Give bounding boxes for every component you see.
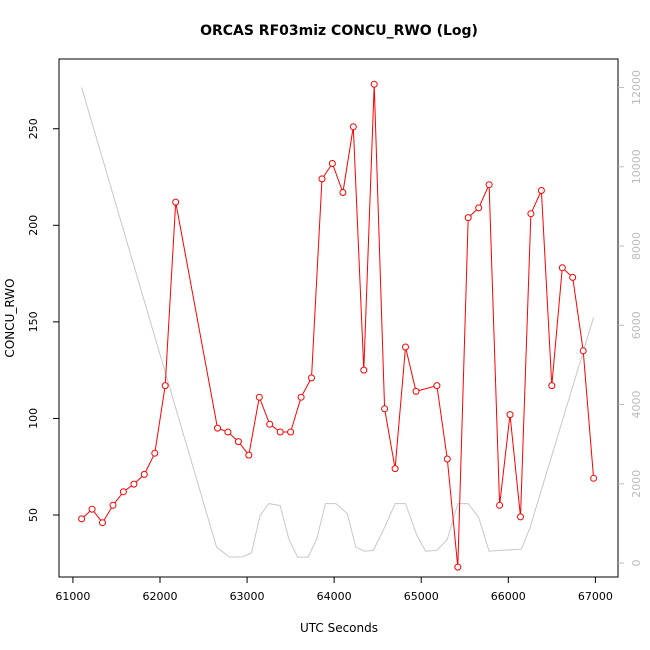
- x-tick-label: 65000: [404, 590, 439, 603]
- series-line-left: [81, 84, 595, 568]
- data-point: [370, 80, 378, 88]
- y2-tick-label: 12000: [630, 70, 643, 105]
- data-point: [391, 465, 399, 473]
- data-point: [548, 382, 556, 390]
- series-line-right: [81, 87, 595, 558]
- y-tick-label: 150: [27, 311, 40, 332]
- x-tick-label: 64000: [317, 590, 352, 603]
- data-point: [360, 366, 368, 374]
- data-point: [569, 273, 577, 281]
- data-point: [443, 455, 451, 463]
- data-point: [558, 264, 566, 272]
- data-point: [266, 420, 274, 428]
- data-point: [172, 198, 180, 206]
- data-point: [214, 424, 221, 432]
- data-point: [339, 189, 347, 196]
- data-point: [78, 515, 86, 523]
- data-point: [297, 393, 305, 401]
- data-point: [349, 123, 357, 131]
- data-point: [506, 411, 514, 419]
- x-tick-label: 63000: [230, 590, 265, 603]
- x-tick-label: 62000: [143, 590, 178, 603]
- data-point: [224, 428, 232, 436]
- x-tick-label: 61000: [55, 590, 90, 603]
- y2-tick-label: 0: [630, 560, 643, 567]
- data-point: [485, 181, 493, 189]
- y2-tick-label: 10000: [630, 149, 643, 184]
- y-tick-label: 100: [27, 408, 40, 429]
- data-point: [318, 175, 326, 183]
- data-point: [579, 347, 587, 355]
- y2-tick-label: 2000: [630, 470, 643, 498]
- x-axis-label: UTC Seconds: [300, 621, 378, 635]
- data-point: [537, 187, 545, 194]
- data-point: [433, 382, 441, 390]
- data-point: [276, 428, 284, 436]
- plot-frame: [58, 58, 619, 578]
- data-point: [161, 382, 169, 390]
- data-point: [527, 210, 535, 218]
- chart-title: ORCAS RF03miz CONCU_RWO (Log): [200, 23, 478, 39]
- y-tick-label: 250: [27, 118, 40, 139]
- data-point: [119, 488, 127, 496]
- data-point: [130, 480, 138, 488]
- y-axis-label: CONCU_RWO: [3, 278, 17, 357]
- data-point: [245, 451, 253, 459]
- y2-tick-label: 6000: [630, 311, 643, 339]
- data-point: [140, 470, 148, 478]
- x-tick-label: 67000: [578, 590, 613, 603]
- data-point: [328, 160, 336, 167]
- y2-tick-label: 8000: [630, 232, 643, 260]
- axes: 61000 62000 63000 64000 65000 66000 67000 50 100…: [27, 70, 643, 603]
- data-point: [475, 204, 483, 212]
- y-tick-label: 200: [27, 215, 40, 236]
- data-point: [590, 474, 598, 482]
- x-tick-label: 66000: [491, 590, 526, 603]
- data-point: [517, 513, 524, 521]
- data-point: [381, 405, 389, 413]
- data-point: [255, 393, 263, 401]
- data-point: [412, 387, 420, 395]
- data-point: [234, 438, 242, 446]
- data-point: [402, 343, 409, 351]
- left-axis-series: [78, 80, 598, 571]
- data-point: [496, 501, 504, 509]
- data-point: [109, 501, 117, 509]
- y2-tick-label: 4000: [630, 391, 643, 419]
- data-point: [88, 505, 96, 513]
- y-tick-label: 50: [27, 508, 40, 522]
- data-point: [99, 519, 106, 527]
- data-point: [464, 214, 472, 222]
- right-axis-series: [81, 87, 595, 558]
- data-point: [454, 563, 462, 571]
- data-point: [151, 449, 159, 457]
- data-point: [287, 428, 295, 436]
- data-point: [308, 374, 315, 382]
